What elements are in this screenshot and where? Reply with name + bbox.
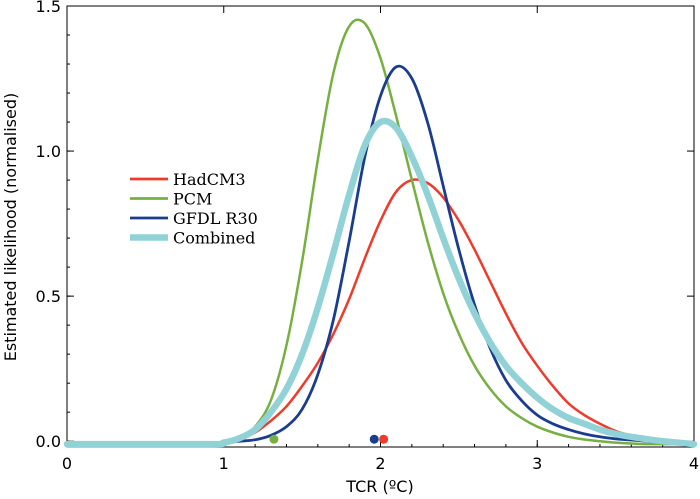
legend-hadcm3-label: HadCM3 (173, 170, 246, 189)
series-gfdl-r30-marker (369, 434, 379, 444)
y-tick-label: 1.5 (36, 0, 61, 16)
series-gfdl-r30-line (65, 64, 696, 446)
legend-pcm-label: PCM (173, 190, 212, 209)
x-tick-label: 2 (375, 454, 385, 473)
legend-combined-label: Combined (173, 229, 255, 248)
y-tick-label: 0.0 (36, 432, 61, 451)
x-tick-label: 3 (532, 454, 542, 473)
series-hadcm3-line (65, 178, 696, 446)
series-pcm-line (65, 18, 696, 446)
x-axis-title: TCR (ºC) (345, 477, 413, 496)
legend-gfdl-r30-label: GFDL R30 (173, 209, 258, 228)
y-axis-title: Estimated likelihood (normalised) (1, 93, 20, 362)
x-tick-label: 4 (689, 454, 699, 473)
plot-area (63, 5, 698, 448)
plot-frame (66, 5, 695, 448)
series-hadcm3-marker (379, 434, 389, 444)
series-combined-line (63, 117, 698, 448)
y-tick-label: 0.5 (36, 287, 61, 306)
x-tick-label: 0 (62, 454, 72, 473)
y-tick-label: 1.0 (36, 142, 61, 161)
x-tick-label: 1 (219, 454, 229, 473)
series-pcm-marker (269, 434, 279, 444)
